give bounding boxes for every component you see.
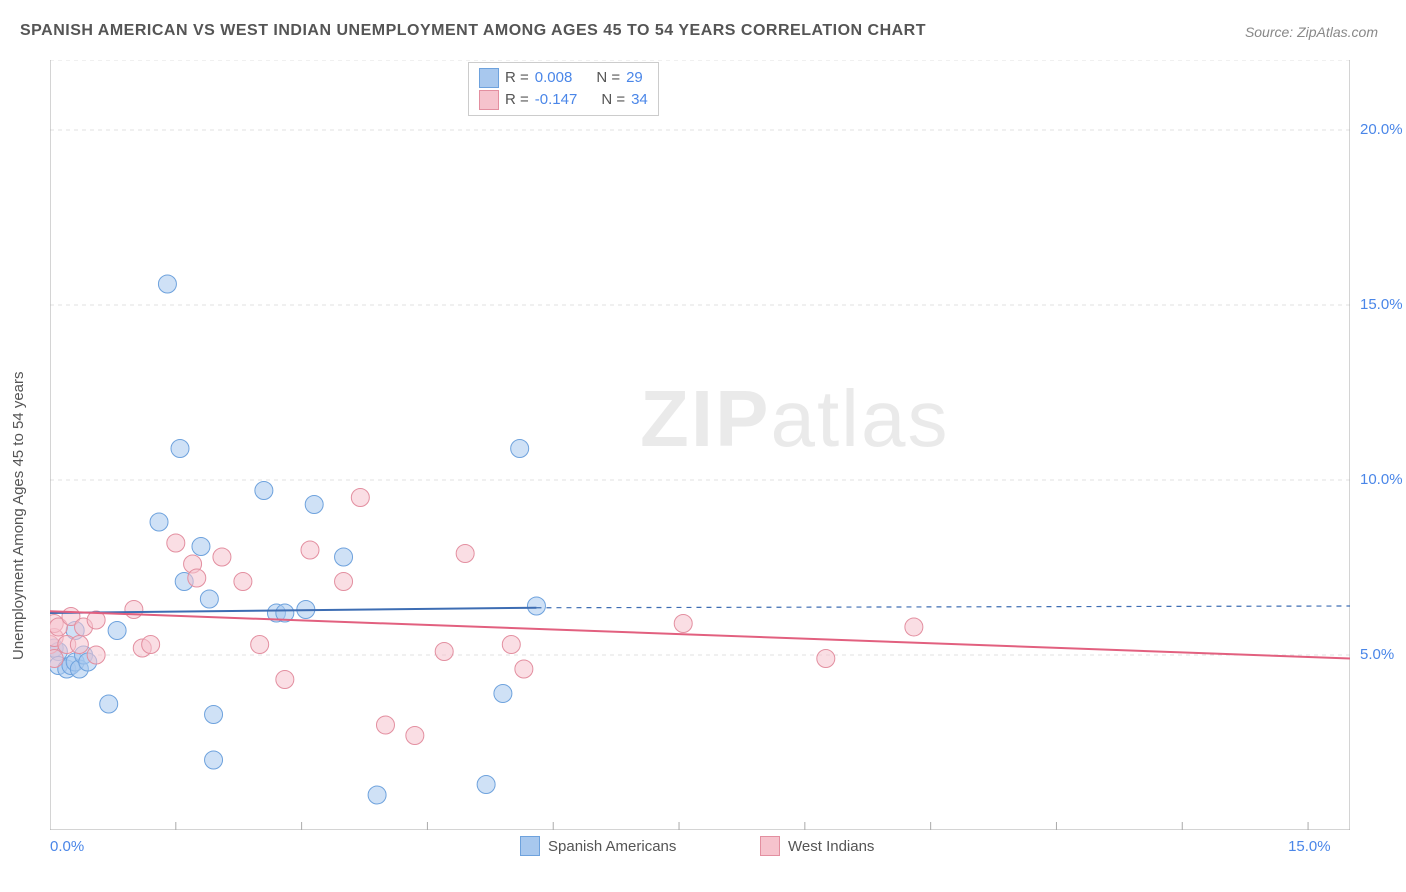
stats-legend-row: R = -0.147 N = 34 bbox=[479, 89, 648, 111]
r-label: R = bbox=[505, 89, 529, 111]
n-label: N = bbox=[601, 89, 625, 111]
x-tick-label: 15.0% bbox=[1288, 838, 1331, 855]
stats-legend: R = 0.008 N = 29 R = -0.147 N = 34 bbox=[468, 62, 659, 116]
legend-swatch-icon bbox=[479, 68, 499, 88]
r-label: R = bbox=[505, 67, 529, 89]
n-label: N = bbox=[596, 67, 620, 89]
y-tick-label: 10.0% bbox=[1360, 471, 1403, 488]
series-name: West Indians bbox=[788, 838, 874, 855]
legend-swatch-icon bbox=[760, 836, 780, 856]
series-name: Spanish Americans bbox=[548, 838, 676, 855]
y-tick-label: 15.0% bbox=[1360, 296, 1403, 313]
series-legend-spanish: Spanish Americans bbox=[520, 836, 676, 856]
stats-legend-row: R = 0.008 N = 29 bbox=[479, 67, 648, 89]
scatter-plot bbox=[50, 60, 1350, 830]
source-label: Source: ZipAtlas.com bbox=[1245, 24, 1378, 40]
r-value: 0.008 bbox=[535, 67, 573, 89]
legend-swatch-icon bbox=[479, 90, 499, 110]
chart-title: SPANISH AMERICAN VS WEST INDIAN UNEMPLOY… bbox=[20, 22, 926, 40]
chart-container: SPANISH AMERICAN VS WEST INDIAN UNEMPLOY… bbox=[0, 0, 1406, 892]
y-tick-label: 20.0% bbox=[1360, 121, 1403, 138]
n-value: 29 bbox=[626, 67, 643, 89]
series-legend-westindian: West Indians bbox=[760, 836, 874, 856]
y-axis-label: Unemployment Among Ages 45 to 54 years bbox=[10, 371, 27, 660]
n-value: 34 bbox=[631, 89, 648, 111]
r-value: -0.147 bbox=[535, 89, 578, 111]
y-tick-label: 5.0% bbox=[1360, 646, 1394, 663]
legend-swatch-icon bbox=[520, 836, 540, 856]
x-tick-label: 0.0% bbox=[50, 838, 84, 855]
